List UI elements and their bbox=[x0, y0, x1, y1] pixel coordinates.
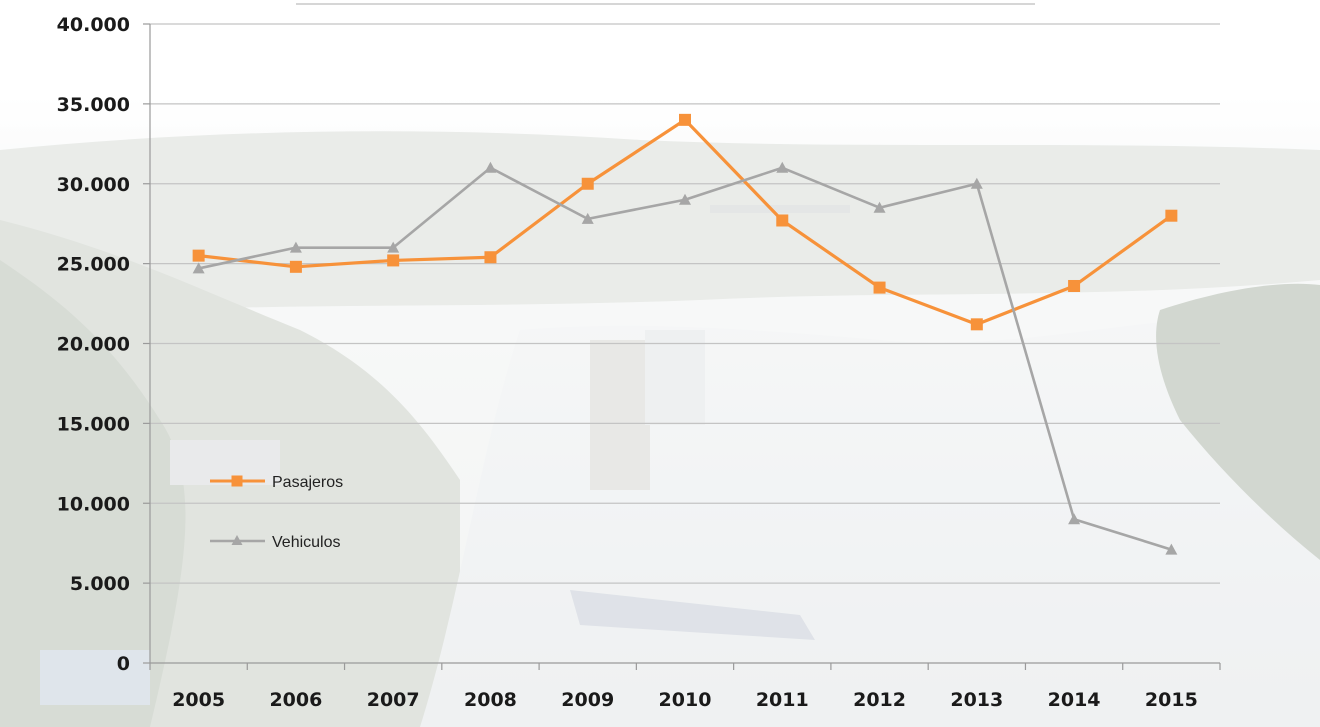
series-group bbox=[192, 113, 1178, 555]
background-photo bbox=[0, 95, 1320, 727]
gridlines bbox=[150, 23, 1220, 584]
y-tick-label: 0 bbox=[117, 653, 130, 675]
data-point-pasajeros bbox=[387, 254, 400, 267]
data-point-pasajeros bbox=[1068, 279, 1081, 292]
legend-item-vehiculos: Vehiculos bbox=[210, 534, 341, 551]
y-tick-label: 5.000 bbox=[70, 573, 130, 595]
data-point-vehiculos bbox=[970, 177, 983, 189]
y-tick-label: 40.000 bbox=[57, 14, 130, 36]
data-point-vehiculos bbox=[776, 161, 789, 173]
y-tick-label: 10.000 bbox=[57, 493, 130, 515]
x-tick-label: 2014 bbox=[1048, 689, 1101, 711]
legend: Pasajeros Vehiculos bbox=[210, 474, 343, 551]
x-tick-label: 2013 bbox=[950, 689, 1003, 711]
data-point-pasajeros bbox=[873, 281, 886, 294]
x-tick-label: 2007 bbox=[367, 689, 420, 711]
data-point-vehiculos bbox=[289, 241, 302, 253]
axes bbox=[143, 23, 1221, 670]
x-tick-label: 2009 bbox=[561, 689, 614, 711]
data-point-pasajeros bbox=[679, 113, 691, 126]
legend-pasajeros-marker bbox=[231, 475, 243, 487]
data-point-vehiculos bbox=[1165, 543, 1178, 555]
x-axis-ticks: 2005 2006 2007 2008 2009 2010 2011 2012 2013 2014… bbox=[172, 689, 1198, 711]
x-tick-label: 2006 bbox=[269, 689, 322, 711]
x-tick-label: 2005 bbox=[172, 689, 225, 711]
data-point-pasajeros bbox=[581, 177, 594, 190]
data-point-vehiculos bbox=[581, 212, 594, 224]
legend-vehiculos-marker bbox=[231, 535, 243, 545]
data-point-vehiculos bbox=[1068, 513, 1081, 525]
y-tick-label: 20.000 bbox=[57, 334, 130, 356]
data-point-vehiculos bbox=[484, 161, 497, 173]
data-point-vehiculos bbox=[873, 201, 886, 213]
data-point-pasajeros bbox=[970, 318, 983, 331]
y-tick-label: 35.000 bbox=[57, 94, 130, 116]
y-tick-label: 25.000 bbox=[57, 254, 130, 276]
legend-item-pasajeros: Pasajeros bbox=[210, 474, 343, 491]
x-tick-label: 2008 bbox=[464, 689, 517, 711]
data-point-pasajeros bbox=[776, 214, 789, 227]
data-point-vehiculos bbox=[192, 262, 205, 274]
data-point-pasajeros bbox=[289, 260, 302, 273]
x-tick-label: 2015 bbox=[1145, 689, 1198, 711]
data-point-pasajeros bbox=[1165, 209, 1178, 222]
y-tick-label: 15.000 bbox=[57, 413, 130, 435]
y-tick-label: 30.000 bbox=[57, 174, 130, 196]
x-tick-label: 2011 bbox=[756, 689, 809, 711]
data-point-vehiculos bbox=[387, 241, 400, 253]
x-tick-label: 2010 bbox=[659, 689, 712, 711]
legend-vehiculos-label: Vehiculos bbox=[272, 534, 341, 551]
data-point-pasajeros bbox=[484, 251, 497, 264]
x-tick-label: 2012 bbox=[853, 689, 906, 711]
data-point-pasajeros bbox=[192, 249, 205, 262]
legend-pasajeros-label: Pasajeros bbox=[272, 474, 343, 491]
data-point-vehiculos bbox=[679, 193, 691, 205]
y-axis-ticks: 0 5.000 10.000 15.000 20.000 25.000 30.000 35.0… bbox=[57, 14, 130, 675]
